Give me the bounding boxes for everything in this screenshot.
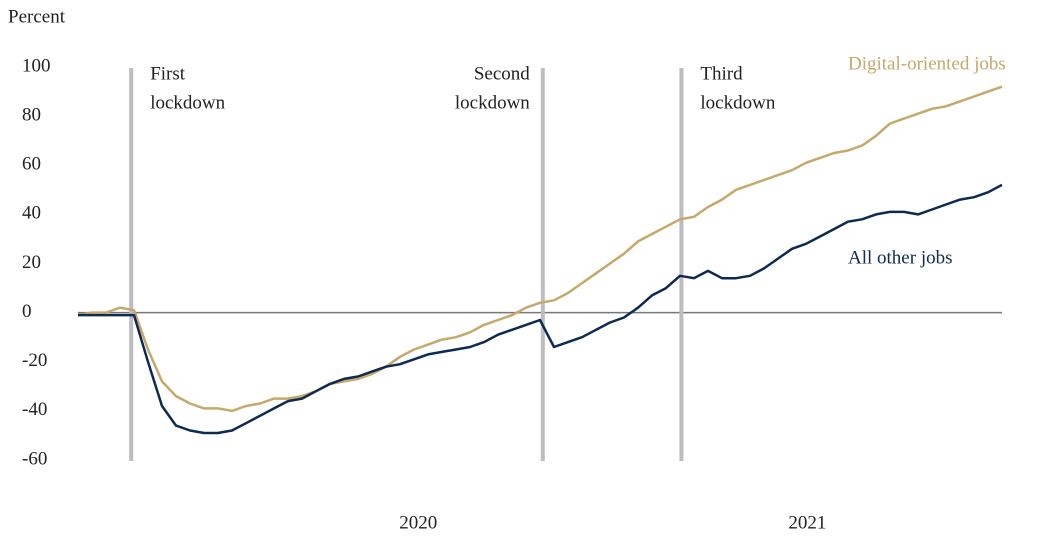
y-axis-label: Percent [8,6,66,27]
y-tick-label: 0 [22,301,32,322]
annotation-label: lockdown [150,92,225,113]
x-tick-label: 2021 [788,512,826,533]
y-tick-label: -60 [22,448,47,469]
y-tick-label: 20 [22,252,41,273]
x-tick-label: 2020 [399,512,437,533]
y-tick-label: -40 [22,399,47,420]
annotation-label: lockdown [700,92,775,113]
annotation-label: lockdown [455,92,530,113]
series-label: All other jobs [848,247,953,268]
series-label: Digital-oriented jobs [848,53,1006,74]
annotation-label: Second [474,63,530,84]
series-line [78,183,1003,435]
y-tick-label: 80 [22,104,41,125]
y-tick-label: 60 [22,154,41,175]
y-tick-label: -20 [22,350,47,371]
annotation-label: Third [700,63,743,84]
annotation-label: First [150,63,186,84]
series-line [77,85,1003,413]
y-tick-label: 100 [22,55,51,76]
y-tick-label: 40 [22,203,41,224]
